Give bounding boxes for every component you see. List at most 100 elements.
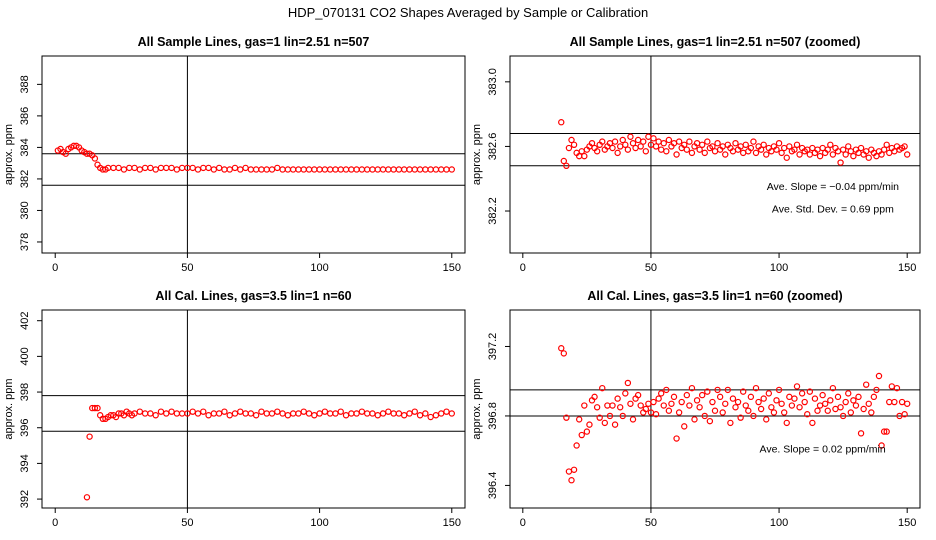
data-point: [745, 407, 752, 414]
data-point: [870, 393, 878, 401]
x-tick-label: 100: [770, 517, 788, 529]
data-point: [348, 410, 355, 417]
data-point: [862, 381, 870, 388]
data-point: [332, 166, 339, 173]
data-point: [675, 409, 683, 416]
y-tick-label: 382.2: [487, 197, 499, 225]
data-point: [432, 412, 440, 419]
plot-frame: [41, 55, 466, 254]
data-point: [342, 412, 350, 419]
data-point: [698, 391, 706, 399]
data-point: [215, 410, 223, 417]
y-tick-label: 378: [19, 233, 31, 251]
data-point: [622, 390, 629, 397]
data-point: [629, 416, 637, 423]
data-point: [786, 143, 793, 150]
data-point: [678, 398, 685, 406]
data-points: [54, 142, 455, 173]
data-point: [411, 166, 418, 173]
data-point: [739, 149, 747, 157]
chart-title: All Sample Lines, gas=1 lin=2.51 n=507: [138, 35, 370, 49]
data-point: [406, 166, 413, 173]
data-point: [400, 166, 408, 173]
data-point: [374, 412, 381, 419]
data-point: [880, 146, 888, 153]
data-point: [686, 402, 693, 409]
y-tick-label: 388: [19, 75, 31, 93]
data-point: [94, 404, 101, 412]
data-point: [842, 398, 849, 406]
data-point: [752, 149, 760, 157]
data-point: [604, 402, 611, 409]
x-tick-label: 50: [181, 262, 193, 274]
data-point: [599, 384, 606, 392]
data-point: [734, 398, 742, 406]
data-point: [629, 139, 637, 147]
data-point: [563, 414, 570, 421]
data-point: [875, 372, 883, 380]
data-point: [432, 166, 440, 173]
data-point: [878, 442, 885, 449]
data-point: [711, 148, 719, 155]
data-point: [226, 166, 233, 173]
data-point: [591, 393, 598, 401]
data-point: [850, 152, 857, 160]
data-point: [637, 402, 644, 409]
data-point: [688, 384, 696, 392]
data-point: [83, 494, 91, 501]
data-point: [755, 398, 762, 406]
data-point: [173, 410, 181, 417]
data-point: [252, 412, 260, 419]
data-point: [865, 400, 872, 407]
data-point: [363, 410, 371, 417]
x-tick-label: 150: [898, 517, 916, 529]
data-point: [168, 164, 175, 172]
data-point: [305, 410, 313, 417]
data-point: [316, 166, 323, 173]
data-point: [136, 408, 144, 415]
data-point: [427, 166, 434, 173]
chart-title: All Sample Lines, gas=1 lin=2.51 n=507 (…: [570, 35, 861, 49]
data-point: [683, 146, 691, 153]
data-point: [873, 386, 880, 394]
data-point: [814, 407, 821, 414]
data-point: [614, 395, 621, 402]
data-point: [136, 166, 144, 173]
data-point: [806, 151, 814, 158]
data-point: [798, 390, 806, 397]
data-point: [263, 166, 270, 173]
x-tick-label: 150: [898, 262, 916, 274]
data-point: [558, 119, 565, 126]
data-point: [120, 166, 128, 173]
data-point: [374, 166, 381, 173]
data-point: [857, 144, 865, 152]
data-point: [279, 410, 286, 417]
data-point: [614, 149, 621, 157]
data-point: [311, 166, 318, 173]
data-point: [701, 149, 708, 157]
data-point: [443, 166, 450, 173]
data-point: [406, 410, 413, 417]
data-point: [898, 398, 906, 406]
data-point: [673, 151, 680, 158]
data-point: [901, 411, 908, 418]
data-point: [342, 166, 350, 173]
data-point: [714, 386, 721, 394]
x-tick-label: 0: [52, 262, 58, 274]
data-point: [829, 151, 837, 158]
data-point: [796, 404, 803, 411]
data-point: [215, 164, 223, 172]
data-point: [131, 410, 138, 417]
data-point: [583, 428, 591, 435]
data-point: [263, 410, 270, 417]
data-point: [189, 164, 196, 172]
data-point: [611, 421, 619, 428]
y-tick-label: 396.8: [487, 402, 499, 430]
data-point: [200, 408, 207, 415]
y-tick-label: 394: [19, 454, 31, 472]
x-tick-label: 100: [310, 517, 328, 529]
data-point: [640, 138, 647, 145]
data-point: [305, 166, 313, 173]
data-point: [747, 393, 755, 401]
data-point: [742, 402, 749, 409]
